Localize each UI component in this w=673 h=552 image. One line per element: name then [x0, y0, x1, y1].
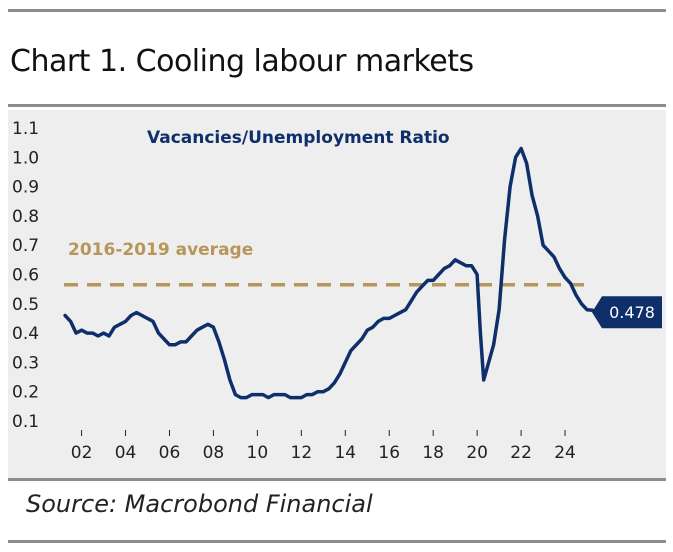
top-rule	[8, 9, 666, 12]
last-value-label: 0.478	[609, 303, 655, 322]
x-tick-label: 20	[466, 443, 488, 463]
y-tick-label: 1.0	[12, 148, 39, 168]
x-tick-label: 02	[71, 443, 93, 463]
x-tick-label: 06	[159, 443, 181, 463]
y-tick-label: 0.3	[12, 353, 39, 373]
series-label: Vacancies/Unemployment Ratio	[147, 128, 450, 148]
y-tick-label: 0.6	[12, 266, 39, 286]
y-tick-label: 0.2	[12, 383, 39, 403]
x-tick-label: 08	[203, 443, 225, 463]
x-tick-label: 22	[510, 443, 532, 463]
last-value-callout	[592, 296, 662, 329]
average-label: 2016-2019 average	[68, 240, 253, 260]
x-tick-label: 12	[291, 443, 313, 463]
x-tick-label: 16	[378, 443, 400, 463]
title-rule	[8, 104, 666, 107]
plot-area: 1.1 1.0 0.9 0.8 0.7 0.6 0.5 0.4 0.3 0.2 0.1 02 04 06 0…	[8, 110, 666, 478]
series-line	[63, 146, 595, 400]
x-tick-label: 10	[247, 443, 269, 463]
x-tick-label: 14	[334, 443, 356, 463]
bottom-rule	[8, 540, 666, 543]
source-top-rule	[8, 478, 666, 481]
y-tick-label: 0.4	[12, 324, 39, 344]
x-tick-label: 04	[115, 443, 137, 463]
y-tick-label: 0.8	[12, 207, 39, 227]
chart-title: Chart 1. Cooling labour markets	[10, 44, 474, 79]
source-note: Source: Macrobond Financial	[26, 490, 373, 518]
y-tick-label: 0.7	[12, 236, 39, 256]
y-tick-label: 0.5	[12, 295, 39, 315]
x-tick-label: 18	[422, 443, 444, 463]
y-tick-label: 0.9	[12, 178, 39, 198]
y-tick-label: 1.1	[12, 119, 39, 139]
chart-canvas: 1.1 1.0 0.9 0.8 0.7 0.6 0.5 0.4 0.3 0.2 0.1 02 04 06 0…	[12, 119, 662, 463]
y-tick-label: 0.1	[12, 412, 39, 432]
x-tick-label: 24	[554, 443, 576, 463]
